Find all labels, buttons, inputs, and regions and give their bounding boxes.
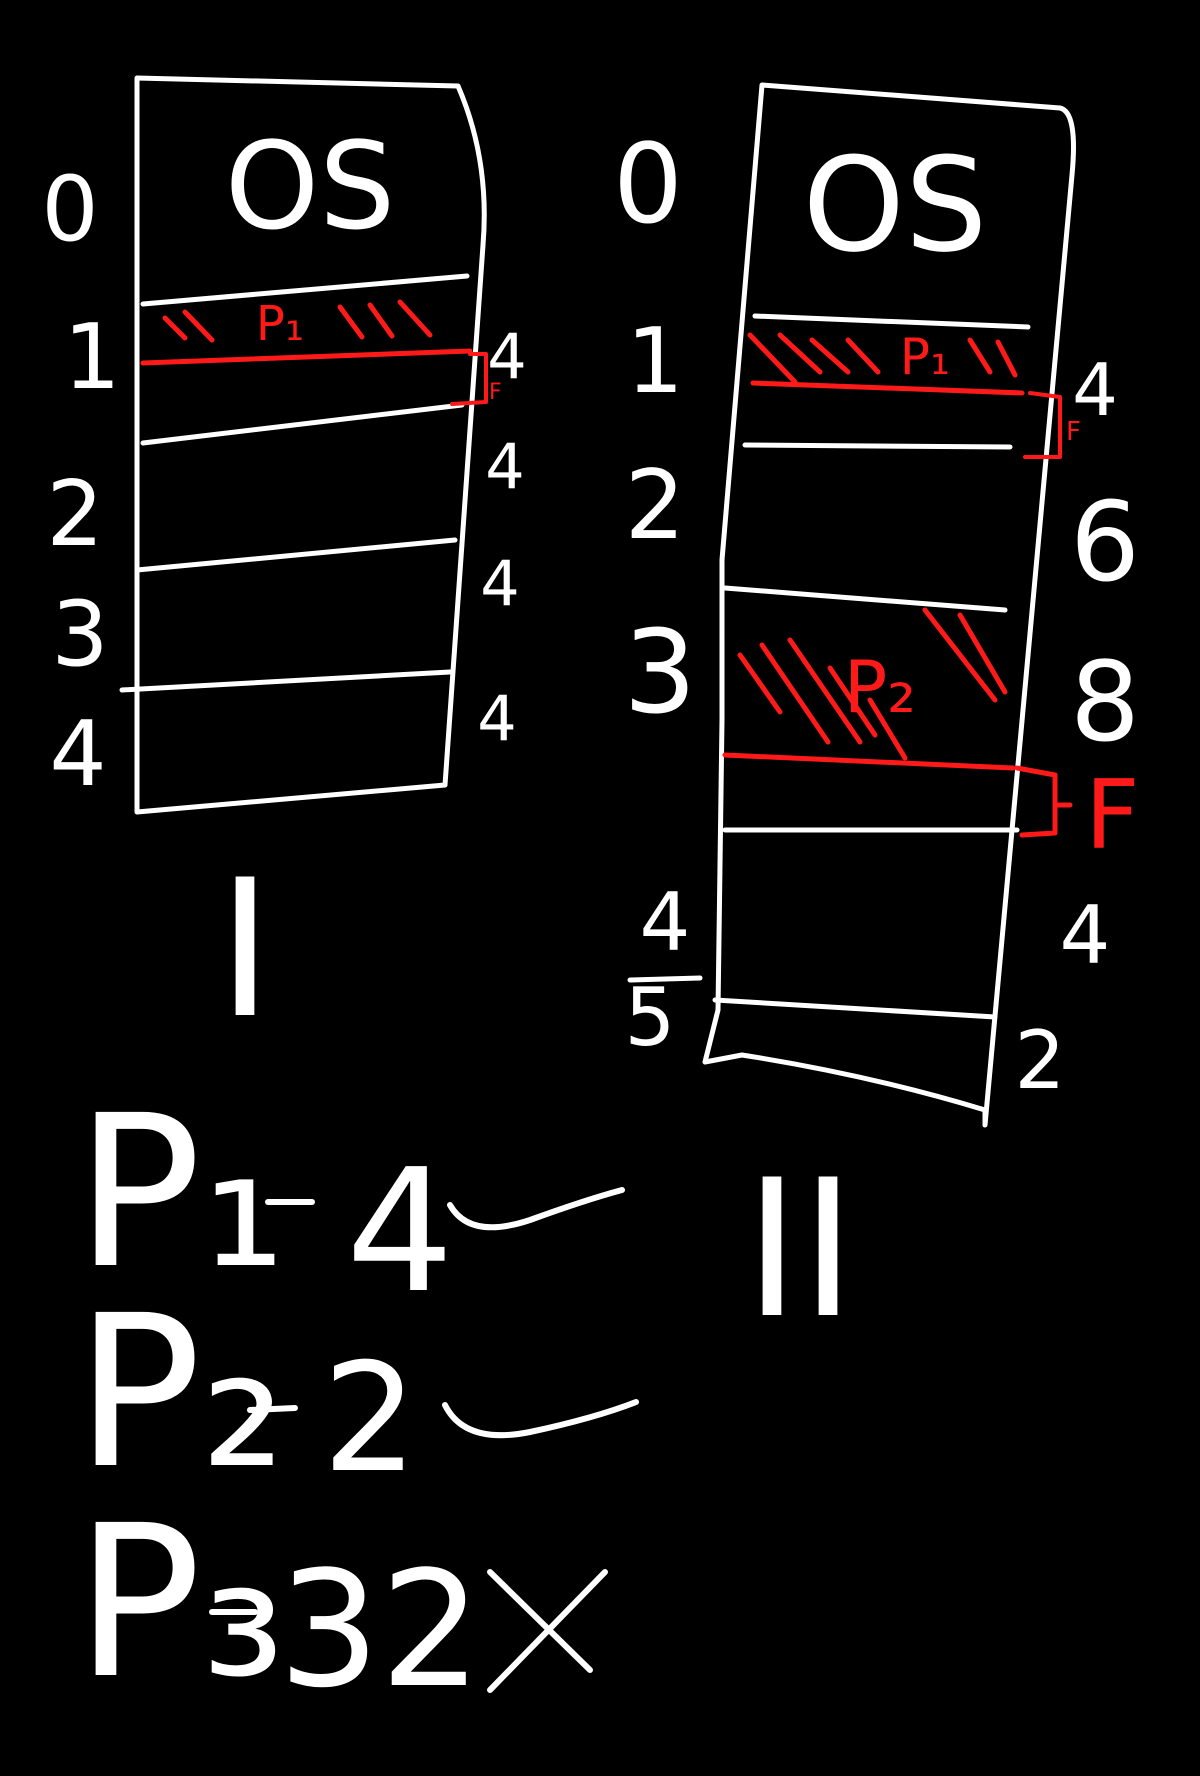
size-label-1-i: 4 — [487, 320, 526, 393]
memory-diagram-i: P₁ F OS 0 1 2 3 4 4 4 4 4 I — [41, 75, 527, 1060]
partition-line-os-i — [140, 273, 470, 307]
size-label-3-i: 4 — [480, 547, 519, 620]
index-label-2-i: 2 — [46, 462, 103, 567]
process-label-p1: P₁ — [75, 1070, 286, 1315]
os-label-ii: OS — [803, 129, 988, 281]
partition-line-3-i — [119, 669, 453, 693]
partition-line-1-i — [140, 402, 465, 446]
fragmentation-bracket-small-ii — [1023, 391, 1062, 459]
fragmentation-label-i: F — [489, 380, 502, 405]
cross-icon-p3 — [487, 1569, 608, 1693]
index-label-1-i: 1 — [63, 305, 120, 410]
size-label-3-ii: 8 — [1070, 638, 1140, 766]
p1-allocation-boundary-ii — [750, 380, 1025, 396]
size-label-2-ii: 6 — [1070, 478, 1140, 606]
index-label-1-ii: 1 — [626, 309, 683, 414]
diagram-ii-numeral: II — [744, 1139, 856, 1360]
process-size-p1: 4 — [346, 1133, 454, 1331]
p2-label-ii: P₂ — [844, 645, 916, 729]
p1-hatching-i — [162, 299, 433, 343]
partition-line-4-ii — [712, 997, 998, 1020]
process-row-p3: P₃ 32 — [75, 1480, 608, 1725]
partition-line-2-ii — [722, 585, 1008, 613]
p1-allocation-boundary-i — [140, 348, 473, 366]
memory-diagram-ii: P₁ F P₂ F OS 0 1 2 3 4 5 4 6 8 — [613, 82, 1140, 1360]
process-dash-p2 — [247, 1405, 298, 1413]
check-icon-p1 — [447, 1187, 625, 1231]
index-label-5-ii: 5 — [625, 971, 676, 1064]
process-label-p2: P₂ — [75, 1270, 286, 1515]
size-label-5-ii: 2 — [1015, 1014, 1066, 1107]
index-label-2-ii: 2 — [625, 451, 685, 561]
index-label-0-ii: 0 — [613, 120, 683, 248]
size-label-1-ii: 4 — [1072, 348, 1118, 432]
process-size-p3: 32 — [278, 1536, 482, 1723]
process-row-p2: P₂ 2 — [75, 1270, 639, 1515]
diagram-i-numeral: I — [217, 839, 273, 1060]
partition-line-2-i — [134, 537, 458, 573]
process-row-p1: P₁ 4 — [75, 1070, 625, 1331]
index-label-3-ii: 3 — [623, 606, 696, 740]
p2-hatching-ii — [737, 607, 1008, 761]
p2-allocation-boundary-ii — [722, 752, 1016, 771]
index-tick-4-5-ii — [627, 975, 703, 983]
fragmentation-bracket-large-ii — [1014, 765, 1073, 838]
index-label-0-i: 0 — [41, 157, 98, 262]
fragmentation-label-small-ii: F — [1066, 417, 1081, 447]
memory-block-outline-ii — [702, 82, 1076, 1128]
check-icon-p2 — [442, 1399, 639, 1439]
partition-line-1-ii — [742, 442, 1013, 450]
p1-label-ii: P₁ — [900, 328, 950, 386]
index-label-4-i: 4 — [49, 702, 106, 807]
size-label-4-i: 4 — [477, 682, 516, 755]
index-label-4-ii: 4 — [640, 876, 691, 969]
fragmentation-label-large-ii: F — [1085, 761, 1140, 871]
size-label-2-i: 4 — [485, 430, 524, 503]
p1-hatching-ii — [747, 332, 1018, 385]
process-label-p3: P₃ — [75, 1480, 286, 1725]
size-label-4-ii: 4 — [1060, 889, 1111, 982]
fragmentation-bracket-i — [450, 352, 488, 406]
p1-label-i: P₁ — [256, 296, 304, 352]
partition-line-os-ii — [752, 313, 1031, 330]
memory-block-outline-i — [134, 75, 487, 815]
process-list: P₁ 4 P₂ 2 P₃ 32 — [75, 1070, 639, 1725]
index-label-3-i: 3 — [51, 582, 108, 687]
process-size-p2: 2 — [322, 1332, 417, 1506]
os-label-i: OS — [225, 118, 396, 257]
